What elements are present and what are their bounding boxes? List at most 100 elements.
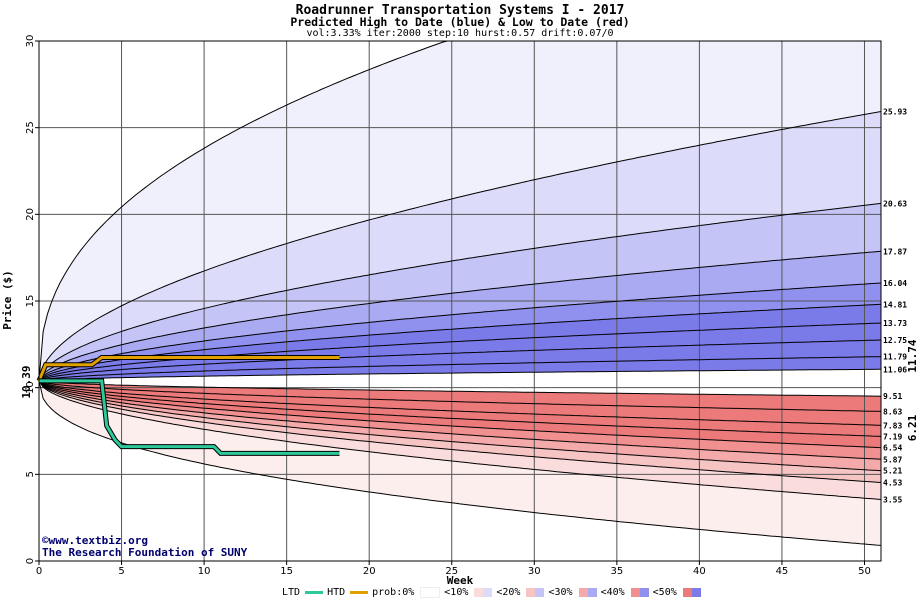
legend-swatch-30 xyxy=(578,588,597,597)
curve-end-label: 11.79 xyxy=(883,353,907,362)
curve-end-label: 7.19 xyxy=(883,432,902,441)
high-band xyxy=(39,111,881,381)
x-tick-label: 5 xyxy=(118,566,124,577)
curve-end-label: 17.87 xyxy=(883,247,907,256)
high-band xyxy=(39,41,881,381)
x-tick-label: 35 xyxy=(610,566,623,577)
curve-end-label: 14.81 xyxy=(883,300,907,309)
quantile-curve xyxy=(38,380,882,412)
curve-end-label: 7.83 xyxy=(883,421,902,430)
x-tick-label: 45 xyxy=(776,566,789,577)
quantile-curve xyxy=(38,380,882,546)
y-tick-label: 25 xyxy=(25,121,36,134)
curve-end-label: 25.93 xyxy=(883,108,907,117)
x-tick-label: 0 xyxy=(36,566,42,577)
legend-p30-label: <30% xyxy=(548,587,573,598)
x-tick-label: 25 xyxy=(445,566,458,577)
x-tick-label: 15 xyxy=(280,566,293,577)
legend-swatch-50 xyxy=(682,588,701,597)
legend-swatch-0 xyxy=(420,587,441,598)
htd-line xyxy=(37,356,340,382)
legend-p40-label: <40% xyxy=(600,587,625,598)
quantile-curve xyxy=(38,339,882,382)
low-band xyxy=(39,380,881,500)
curve-end-label: 12.75 xyxy=(883,336,907,345)
curve-end-label: 8.63 xyxy=(883,407,902,416)
credit-website: ©www.textbiz.org xyxy=(42,534,148,547)
low-band xyxy=(39,380,881,460)
curve-end-label: 3.55 xyxy=(883,495,902,504)
x-tick-label: 50 xyxy=(858,566,871,577)
quantile-curve xyxy=(38,202,882,382)
quantile-curve xyxy=(38,111,882,382)
x-tick-label: 20 xyxy=(363,566,376,577)
legend-p50-label: <50% xyxy=(652,587,677,598)
center-gap xyxy=(39,369,881,397)
high-band xyxy=(39,340,881,381)
quantile-curve xyxy=(38,303,882,382)
y-tick-label: 20 xyxy=(25,208,36,221)
x-tick-label: 40 xyxy=(693,566,706,577)
y-tick-label: 15 xyxy=(25,295,36,308)
legend-htd-label: HTD xyxy=(327,587,346,598)
current-low-label: 6.21 xyxy=(906,414,919,441)
curve-end-label: 5.21 xyxy=(883,467,902,476)
legend-swatch-40 xyxy=(630,588,649,597)
chart-params: vol:3.33% iter:2000 step:10 hurst:0.57 d… xyxy=(306,28,614,39)
x-tick-label: 30 xyxy=(528,566,541,577)
curve-end-label: 16.04 xyxy=(883,279,907,288)
legend-ltd-swatch xyxy=(305,591,324,594)
quantile-curve xyxy=(38,356,882,382)
legend-p20-label: <20% xyxy=(496,587,521,598)
y-axis-label: Price ($) xyxy=(1,270,14,330)
curve-end-label: 4.53 xyxy=(883,478,902,487)
start-price-label: 10.39 xyxy=(20,365,33,398)
low-band xyxy=(39,380,881,412)
y-tick-label: 5 xyxy=(25,471,36,477)
legend-htd-swatch xyxy=(350,591,369,594)
low-band xyxy=(39,380,881,546)
legend-prob-label: prob:0% xyxy=(372,587,415,598)
quantile-curve xyxy=(38,380,882,500)
curve-end-label: 5.87 xyxy=(883,455,902,464)
credit-org: The Research Foundation of SUNY xyxy=(42,546,248,559)
high-band xyxy=(39,323,881,381)
quantile-curve xyxy=(38,368,881,382)
legend-swatch-10 xyxy=(474,588,493,597)
x-axis-label: Week xyxy=(447,574,474,587)
quantile-curve xyxy=(38,250,882,382)
curve-end-label: 6.54 xyxy=(883,444,902,453)
chart-title: Roadrunner Transportation Systems I - 20… xyxy=(295,3,625,18)
quantile-curve xyxy=(38,380,882,426)
low-band xyxy=(39,380,881,437)
low-band xyxy=(39,380,881,483)
x-tick-label: 10 xyxy=(198,566,211,577)
high-band xyxy=(39,356,881,381)
y-tick-label: 10 xyxy=(25,381,36,394)
low-band xyxy=(39,380,881,448)
legend-ltd-label: LTD xyxy=(282,587,301,598)
current-high-label: 11.74 xyxy=(906,339,919,372)
curve-end-label: 11.06 xyxy=(883,365,907,374)
legend-p10-label: <10% xyxy=(444,587,469,598)
legend-swatch-20 xyxy=(526,588,545,597)
curve-end-label: 20.63 xyxy=(883,199,907,208)
quantile-curve xyxy=(38,380,882,460)
y-tick-label: 30 xyxy=(25,35,36,48)
y-tick-label: 0 xyxy=(25,558,36,564)
high-band xyxy=(39,304,881,381)
high-band xyxy=(39,251,881,381)
quantile-curve xyxy=(38,380,882,437)
curve-end-label: 9.51 xyxy=(883,392,902,401)
quantile-curve xyxy=(38,380,882,472)
quantile-curve xyxy=(38,380,882,397)
quantile-curve xyxy=(38,282,882,382)
curve-end-label: 13.73 xyxy=(883,319,907,328)
ltd-line xyxy=(39,379,340,455)
quantile-curve xyxy=(38,380,882,483)
high-band xyxy=(39,283,881,381)
legend: LTD HTD prob:0% <10% <20% <30% <40% <50% xyxy=(282,587,701,598)
quantile-curve xyxy=(38,380,882,449)
chart-subtitle: Predicted High to Date (blue) & Low to D… xyxy=(290,15,630,29)
